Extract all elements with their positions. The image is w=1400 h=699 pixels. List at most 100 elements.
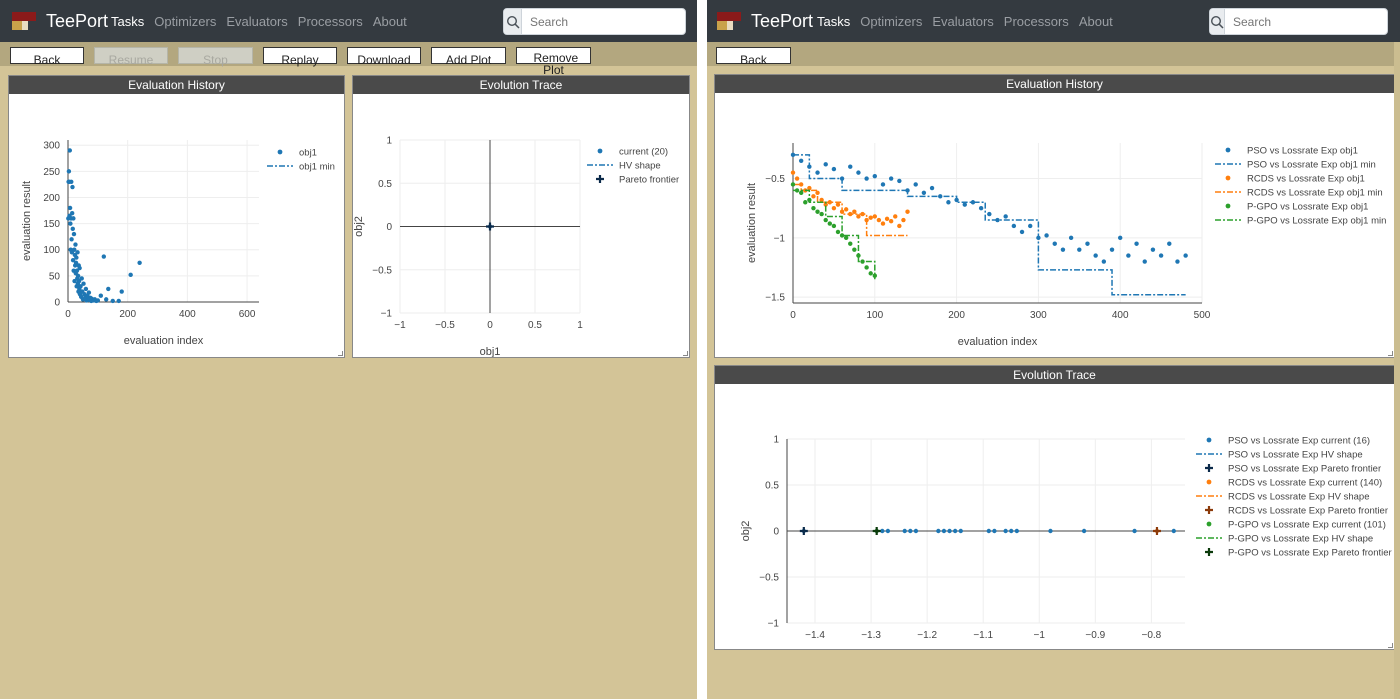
resize-handle[interactable]: [1388, 351, 1393, 356]
legend-swatch: [1206, 437, 1212, 443]
legend-label: obj1 min: [299, 162, 335, 173]
nav-optimizers[interactable]: Optimizers: [860, 13, 923, 29]
search-button[interactable]: [504, 9, 522, 34]
data-point: [66, 169, 72, 174]
search-icon: [1210, 15, 1224, 29]
data-point: [852, 247, 857, 252]
data-point: [987, 211, 992, 217]
nav-evaluators[interactable]: Evaluators: [932, 13, 994, 29]
series-min-line: [793, 154, 1186, 296]
x-tick-label: 0: [487, 320, 493, 331]
data-point: [893, 214, 898, 219]
y-tick-label: 200: [43, 193, 60, 204]
nav-tasks[interactable]: Tasks: [111, 13, 145, 29]
download-label: Download: [357, 53, 411, 67]
pareto-marker: [872, 527, 881, 535]
y-axis-label: obj2: [740, 521, 752, 542]
data-point: [794, 176, 800, 181]
x-tick-label: −1: [394, 320, 406, 331]
data-point: [835, 202, 841, 207]
data-point: [908, 528, 913, 534]
remove-plot-button[interactable]: Remove Plot: [516, 47, 591, 76]
data-point: [831, 205, 837, 211]
trace-chart[interactable]: −1 −0.5 0 0.5 1 −1 −0.5 0 0.5 1 obj1 obj2 current (2…: [353, 94, 689, 358]
x-axis-label: evaluation index: [124, 335, 204, 347]
data-point: [872, 173, 877, 179]
data-point: [864, 176, 869, 181]
history-chart[interactable]: 0 100 200 300 400 500 −0.5 −1 −1.5 evaluation ind…: [715, 93, 1394, 357]
data-point: [856, 214, 861, 219]
navbar: TeePort Tasks Optimizers Evaluators Proc…: [707, 0, 1400, 42]
legend-label: PSO vs Lossrate Exp current (16): [1228, 436, 1370, 447]
history-panel-title: Evaluation History: [715, 75, 1394, 93]
data-point: [1134, 241, 1139, 246]
x-tick-label: −1.4: [805, 630, 825, 641]
brand[interactable]: TeePort: [717, 0, 813, 42]
nav-tasks[interactable]: Tasks: [817, 13, 851, 29]
trace-panel-title: Evolution Trace: [715, 366, 1394, 384]
data-point: [819, 197, 824, 203]
nav-evaluators[interactable]: Evaluators: [226, 13, 288, 29]
data-point: [1126, 253, 1131, 258]
pareto-marker: [799, 527, 808, 535]
data-point: [119, 289, 124, 294]
data-point: [67, 148, 72, 153]
data-point: [901, 217, 906, 223]
resize-handle[interactable]: [683, 351, 688, 356]
data-point: [1011, 223, 1017, 229]
search-button[interactable]: [1210, 9, 1225, 34]
data-point: [1085, 241, 1090, 246]
data-point: [1142, 259, 1147, 264]
y-tick-label: 150: [43, 219, 60, 230]
data-point: [1044, 233, 1049, 238]
resume-button[interactable]: Resume: [94, 47, 168, 67]
data-point: [902, 528, 907, 534]
legend-label: HV shape: [619, 161, 661, 172]
search-input[interactable]: [1225, 9, 1388, 34]
legend-label: P-GPO vs Lossrate Exp HV shape: [1228, 534, 1373, 545]
data-point: [1003, 528, 1008, 534]
data-point: [798, 158, 804, 163]
data-point: [807, 185, 812, 191]
data-point: [1068, 235, 1074, 241]
legend-swatch: [1225, 203, 1231, 209]
logo-icon: [12, 12, 36, 30]
x-tick-label: −0.5: [435, 320, 455, 331]
legend-label: P-GPO vs Lossrate Exp Pareto frontier: [1228, 548, 1392, 559]
data-point: [992, 528, 997, 534]
data-point: [1171, 528, 1176, 534]
back-button[interactable]: Back: [10, 47, 84, 67]
nav-about[interactable]: About: [1078, 13, 1113, 29]
nav-optimizers[interactable]: Optimizers: [154, 13, 217, 29]
scrollbar[interactable]: [1394, 42, 1400, 699]
brand[interactable]: TeePort: [12, 0, 108, 42]
data-point: [929, 185, 935, 191]
toolbar: [707, 42, 1400, 66]
legend-swatch: [277, 149, 283, 155]
back-button[interactable]: Back: [716, 47, 791, 67]
nav-about[interactable]: About: [372, 13, 407, 29]
add-plot-label: Add Plot: [445, 53, 492, 67]
y-tick-label: 0: [773, 527, 779, 538]
data-point: [83, 286, 89, 292]
trace-chart[interactable]: −1.4 −1.3 −1.2 −1.1 −1 −0.9 −0.8 1 0.5 0 −0.5 −1 obj…: [715, 384, 1394, 649]
replay-button[interactable]: Replay: [263, 47, 337, 67]
stop-button[interactable]: Stop: [178, 47, 253, 67]
data-point: [1101, 259, 1107, 264]
nav-processors[interactable]: Processors: [297, 13, 363, 29]
resize-handle[interactable]: [338, 351, 343, 356]
legend-label: RCDS vs Lossrate Exp obj1: [1247, 174, 1365, 185]
data-point: [68, 221, 73, 226]
resize-handle[interactable]: [1388, 643, 1393, 648]
history-chart[interactable]: 0 200 400 600 0 50 100 150 200 250 300 evaluation i…: [9, 94, 344, 357]
add-plot-button[interactable]: Add Plot: [431, 47, 506, 67]
download-button[interactable]: Download: [347, 47, 421, 67]
data-point: [921, 190, 927, 195]
data-point: [69, 179, 74, 185]
data-point: [852, 209, 857, 214]
data-point: [77, 265, 82, 271]
data-point: [1019, 229, 1025, 235]
nav-processors[interactable]: Processors: [1003, 13, 1069, 29]
data-point: [864, 265, 869, 270]
search-input[interactable]: [522, 9, 685, 34]
